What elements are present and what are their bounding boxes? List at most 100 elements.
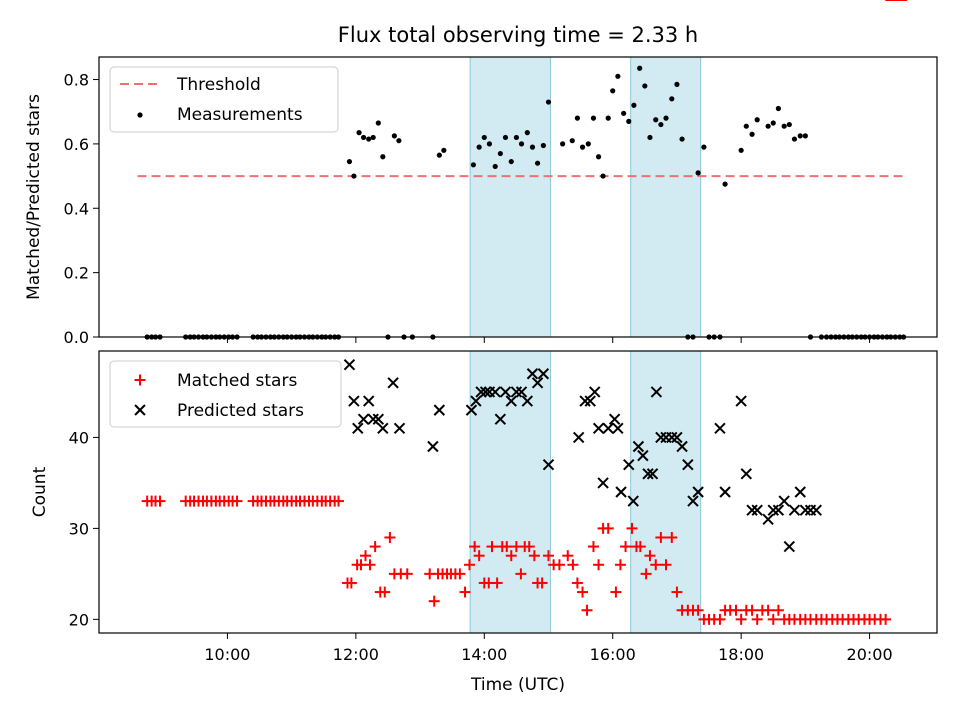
predicted-star-point [592,422,605,435]
matched-star-point [364,559,376,571]
measurement-point [356,130,362,136]
predicted-star-point [682,459,694,471]
measurement-point [534,160,541,166]
matched-star-point [577,586,589,598]
measurement-point [545,99,552,105]
predicted-star-point [627,495,639,507]
predicted-star-point [499,386,512,398]
measurement-point [502,134,509,141]
predicted-star-point [475,386,487,398]
top-plot-area [137,57,905,337]
measurement-point [663,115,669,121]
predicted-star-point [589,386,601,398]
matched-star-point [428,595,440,607]
predicted-star-point [510,386,523,398]
predicted-star-point [348,395,360,407]
measurement-point [391,133,397,139]
measurement-point [360,134,367,141]
bottom-y-tick-label: 30 [69,519,89,538]
measurement-point [647,134,653,141]
measurement-point [492,163,498,170]
measurement-point [738,147,744,153]
matched-star-point [536,577,548,589]
matched-star-point [614,559,626,571]
predicted-star-point [343,358,356,371]
measurement-point [631,102,637,108]
matched-star-point [379,586,391,598]
measurement-point [579,144,586,150]
measurement-point [669,96,675,102]
predicted-star-point [655,431,667,444]
matched-star-point [772,604,784,616]
bottom-shaded-interval [630,351,702,633]
matched-star-point [751,613,763,625]
measurement-point [695,170,701,176]
measurement-point [470,162,476,168]
measurement-point [637,65,643,71]
matched-star-point [562,550,574,562]
matched-star-point [671,586,683,598]
matched-star-point [610,586,622,598]
measurement-point [366,136,372,142]
predicted-star-point [362,395,375,407]
measurement-point [524,130,530,136]
predicted-star-point [778,495,790,507]
matched-star-point [620,541,632,553]
bottom-axes-frame [98,350,938,634]
predicted-star-point [494,413,507,425]
matched-star-point [486,541,498,553]
matched-star-point [515,568,527,580]
predicted-star-point [687,495,699,507]
predicted-star-point [470,395,482,407]
top-legend: Threshold Measurements [109,66,339,133]
bottom-x-tick-label: 16:00 [590,645,636,664]
matched-star-point [384,531,396,543]
matched-star-point [553,559,565,571]
measurement-legend-swatch [137,112,143,118]
top-y-axis-label: Matched/Predicted stars [24,94,44,300]
bottom-y-tick-label: 40 [69,428,89,447]
measurement-point [615,73,621,79]
measurement-point [797,133,803,139]
predicted-star-point [427,440,439,453]
predicted-star-point [615,486,627,498]
predicted-star-point [515,386,528,398]
measurement-point [642,83,648,89]
top-shaded-interval [469,57,551,337]
ratio-panel: 0.0 0.2 0.4 0.6 0.8 Threshold Measurements [64,56,938,347]
matched-star-point [567,559,579,571]
predicted-star-point [597,477,609,489]
predicted-star-point [505,395,517,407]
predicted-star-point [746,504,758,516]
matched-star-point [469,541,481,553]
matched-star-point [666,531,678,543]
predicted-star-point [579,395,591,407]
measurement-point [743,123,749,129]
matched-star-point [746,604,758,616]
measurement-point [518,141,525,147]
predicted-star-point [719,486,731,498]
bottom-y-axis-label: Count [30,466,50,517]
matched-star-point [587,541,599,553]
matched-star-point [401,568,413,580]
predicted-star-point [788,504,801,516]
measurement-point [605,115,611,121]
matched-star-point [459,586,471,598]
predicted-star-point [372,413,385,425]
matched-star-point [473,550,485,562]
top-y-tick-label: 0.8 [64,71,89,90]
predicted-star-point [810,504,822,516]
matched-star-point [692,604,704,616]
measurement-point [653,117,659,123]
predicted-star-point [650,386,663,398]
measurement-point [765,123,771,129]
predicted-star-point [772,504,785,516]
matched-star-point [650,559,662,571]
predicted-star-point [393,422,406,435]
matched-star-point [543,550,555,562]
measurement-point [701,144,707,150]
predicted-star-point [637,449,649,462]
matched-star-point [602,522,614,534]
predicted-star-point [794,486,806,498]
